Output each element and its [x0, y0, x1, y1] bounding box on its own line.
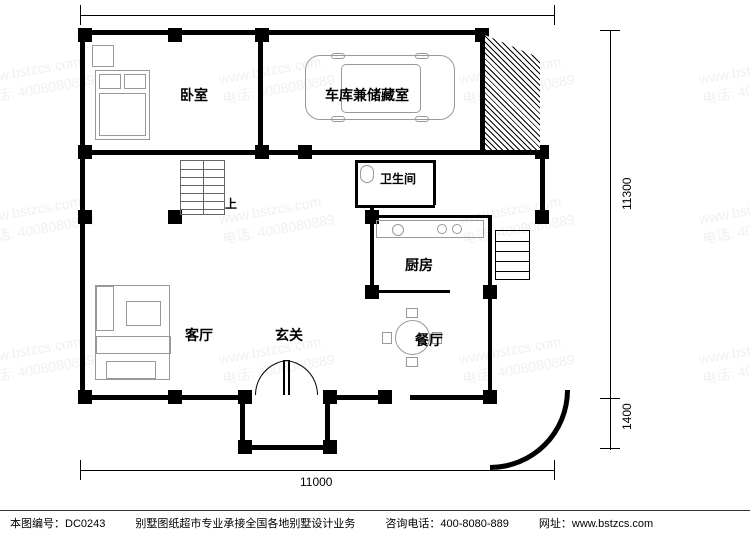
dining-chair — [406, 357, 418, 367]
wall-kitchen-top — [370, 215, 490, 218]
column — [483, 390, 497, 404]
wall-kitchen-bottom — [370, 290, 450, 293]
column — [78, 28, 92, 42]
dim-height: 11300 — [620, 178, 634, 210]
label-up: 上 — [225, 195, 237, 212]
wall-top — [80, 30, 485, 35]
wall-bottom-left — [80, 395, 245, 400]
column — [238, 390, 252, 404]
footer-phone: 咨询电话：400-8080-889 — [385, 515, 509, 530]
column — [378, 390, 392, 404]
dim-tick — [80, 460, 81, 480]
label-foyer: 玄关 — [275, 325, 303, 345]
dining-chair — [382, 332, 392, 344]
dim-line-right — [610, 30, 611, 450]
column — [298, 145, 312, 159]
floor-plan: 卧室 车库兼储藏室 卫生间 厨房 客厅 玄关 餐厅 上 — [80, 30, 555, 450]
wall-bath-right — [433, 160, 436, 205]
column — [483, 285, 497, 299]
column — [255, 28, 269, 42]
wall-kitchen-right — [488, 215, 492, 400]
label-kitchen: 厨房 — [405, 255, 433, 275]
hatched-area — [485, 35, 540, 150]
footer-drawing-no: 本图编号：DC0243 — [10, 515, 105, 530]
dim-porch: 1400 — [620, 403, 634, 430]
bed — [95, 70, 150, 140]
column — [238, 440, 252, 454]
wall-bath-top — [355, 160, 435, 163]
label-bathroom: 卫生间 — [380, 170, 416, 187]
dim-line-bottom — [80, 470, 555, 471]
dim-tick — [554, 5, 555, 25]
footer: 本图编号：DC0243 别墅图纸超市专业承接全国各地别墅设计业务 咨询电话：40… — [0, 510, 750, 534]
wall-bath-left — [355, 160, 358, 205]
label-living: 客厅 — [185, 325, 213, 345]
column — [78, 145, 92, 159]
footer-company: 别墅图纸超市专业承接全国各地别墅设计业务 — [135, 515, 355, 530]
column — [168, 28, 182, 42]
column — [168, 390, 182, 404]
wall-right-upper — [480, 30, 485, 155]
nightstand — [92, 45, 114, 67]
column — [365, 285, 379, 299]
dim-tick — [80, 5, 81, 25]
wall-garage-bottom — [280, 150, 545, 155]
sofa-set — [95, 285, 170, 380]
toilet — [360, 165, 374, 183]
label-bedroom: 卧室 — [180, 85, 208, 105]
dim-tick — [600, 30, 620, 31]
column — [78, 210, 92, 224]
dim-tick — [554, 460, 555, 480]
dim-line-top — [80, 15, 555, 16]
column — [78, 390, 92, 404]
dim-tick — [600, 398, 620, 399]
side-steps — [495, 230, 530, 280]
kitchen-counter — [376, 220, 484, 238]
column — [255, 145, 269, 159]
wall-bottom-right — [410, 395, 492, 400]
column — [323, 390, 337, 404]
dining-chair — [406, 308, 418, 318]
column — [535, 210, 549, 224]
wall-bath-bottom — [355, 205, 435, 208]
door-line — [283, 360, 285, 395]
stairs — [180, 160, 225, 215]
dim-width: 11000 — [300, 475, 332, 489]
door-line — [288, 360, 290, 395]
footer-url: 网址：www.bstzcs.com — [539, 515, 653, 530]
wall-left-upper-right — [258, 30, 263, 155]
dim-tick — [600, 448, 620, 449]
column — [323, 440, 337, 454]
label-dining: 餐厅 — [415, 330, 443, 350]
wall-porch-bottom — [240, 445, 330, 450]
wall-mid-h — [80, 150, 310, 155]
label-garage: 车库兼储藏室 — [325, 85, 409, 105]
